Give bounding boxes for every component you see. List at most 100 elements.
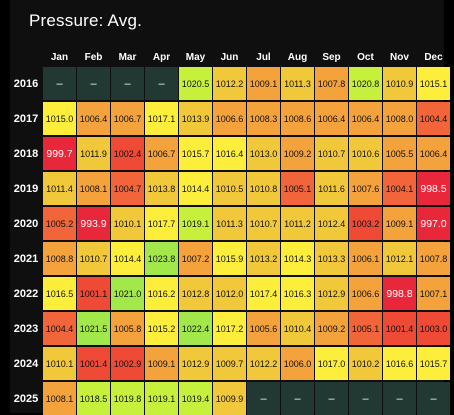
heatmap-cell[interactable]: 1008.0 — [383, 102, 416, 135]
heatmap-cell[interactable]: 1020.5 — [179, 67, 212, 100]
heatmap-cell[interactable]: 997.0 — [417, 207, 450, 240]
heatmap-cell[interactable]: – — [43, 67, 76, 100]
heatmap-cell[interactable]: 1004.7 — [111, 172, 144, 205]
heatmap-cell[interactable]: 1021.0 — [111, 277, 144, 310]
heatmap-cell[interactable]: 1023.8 — [145, 242, 178, 275]
heatmap-cell[interactable]: 1006.4 — [417, 137, 450, 170]
heatmap-cell[interactable]: 1013.0 — [247, 137, 280, 170]
heatmap-cell[interactable]: 1012.8 — [179, 277, 212, 310]
heatmap-cell[interactable]: 1011.6 — [315, 172, 348, 205]
heatmap-cell[interactable]: 1008.1 — [43, 382, 76, 415]
heatmap-cell[interactable]: – — [383, 382, 416, 415]
heatmap-cell[interactable]: 1013.8 — [145, 172, 178, 205]
heatmap-cell[interactable]: 1019.1 — [179, 207, 212, 240]
heatmap-cell[interactable]: 998.8 — [383, 277, 416, 310]
heatmap-cell[interactable]: – — [349, 382, 382, 415]
heatmap-cell[interactable]: 1015.2 — [145, 312, 178, 345]
heatmap-cell[interactable]: 1012.1 — [383, 242, 416, 275]
heatmap-cell[interactable]: 1011.3 — [213, 207, 246, 240]
heatmap-cell[interactable]: 1019.4 — [179, 382, 212, 415]
heatmap-cell[interactable]: 1019.8 — [111, 382, 144, 415]
heatmap-cell[interactable]: 1006.7 — [145, 137, 178, 170]
heatmap-cell[interactable]: 1004.1 — [383, 172, 416, 205]
heatmap-cell[interactable]: 1010.9 — [383, 67, 416, 100]
heatmap-cell[interactable]: 1013.2 — [247, 242, 280, 275]
heatmap-cell[interactable]: 1020.8 — [349, 67, 382, 100]
heatmap-cell[interactable]: 1016.5 — [43, 277, 76, 310]
heatmap-cell[interactable]: 1001.1 — [77, 277, 110, 310]
heatmap-cell[interactable]: 1006.1 — [349, 242, 382, 275]
heatmap-cell[interactable]: 1012.9 — [315, 277, 348, 310]
heatmap-cell[interactable]: 1011.4 — [43, 172, 76, 205]
heatmap-cell[interactable]: – — [77, 67, 110, 100]
heatmap-cell[interactable]: 1015.9 — [213, 242, 246, 275]
heatmap-cell[interactable]: 1014.4 — [179, 172, 212, 205]
heatmap-cell[interactable]: 1019.1 — [145, 382, 178, 415]
heatmap-cell[interactable]: 1009.1 — [145, 347, 178, 380]
heatmap-cell[interactable]: 1015.1 — [417, 67, 450, 100]
heatmap-cell[interactable]: 1008.1 — [77, 172, 110, 205]
heatmap-cell[interactable]: 1009.9 — [213, 382, 246, 415]
heatmap-cell[interactable]: 1011.9 — [77, 137, 110, 170]
heatmap-cell[interactable]: 1016.4 — [213, 137, 246, 170]
heatmap-cell[interactable]: – — [281, 382, 314, 415]
heatmap-cell[interactable]: 1015.7 — [179, 137, 212, 170]
heatmap-cell[interactable]: 1014.3 — [281, 242, 314, 275]
heatmap-cell[interactable]: 1010.5 — [213, 172, 246, 205]
heatmap-cell[interactable]: 1010.1 — [111, 207, 144, 240]
heatmap-cell[interactable]: 1013.3 — [315, 242, 348, 275]
heatmap-cell[interactable]: 1007.8 — [417, 242, 450, 275]
heatmap-cell[interactable]: 1005.8 — [111, 312, 144, 345]
heatmap-cell[interactable]: 1012.2 — [213, 67, 246, 100]
heatmap-cell[interactable]: 1010.6 — [349, 137, 382, 170]
heatmap-cell[interactable]: 1006.4 — [349, 102, 382, 135]
heatmap-cell[interactable]: – — [315, 382, 348, 415]
heatmap-cell[interactable]: 1022.4 — [179, 312, 212, 345]
heatmap-cell[interactable]: 1009.1 — [383, 207, 416, 240]
heatmap-cell[interactable]: 1005.1 — [349, 312, 382, 345]
heatmap-cell[interactable]: 1017.4 — [247, 277, 280, 310]
heatmap-cell[interactable]: 1004.4 — [43, 312, 76, 345]
heatmap-cell[interactable]: 1002.9 — [111, 347, 144, 380]
heatmap-cell[interactable]: 1012.0 — [213, 277, 246, 310]
heatmap-cell[interactable]: 1018.5 — [77, 382, 110, 415]
heatmap-cell[interactable]: 1021.5 — [77, 312, 110, 345]
heatmap-cell[interactable]: – — [111, 67, 144, 100]
heatmap-cell[interactable]: 1011.3 — [281, 67, 314, 100]
heatmap-cell[interactable]: 1006.4 — [77, 102, 110, 135]
heatmap-cell[interactable]: 1006.0 — [281, 347, 314, 380]
heatmap-cell[interactable]: 1005.2 — [43, 207, 76, 240]
heatmap-cell[interactable]: 1008.6 — [281, 102, 314, 135]
heatmap-cell[interactable]: 1010.7 — [77, 242, 110, 275]
heatmap-cell[interactable]: 1010.8 — [247, 172, 280, 205]
heatmap-cell[interactable]: 1012.9 — [179, 347, 212, 380]
heatmap-cell[interactable]: 1017.2 — [213, 312, 246, 345]
heatmap-cell[interactable]: 1005.5 — [383, 137, 416, 170]
heatmap-cell[interactable]: 1015.0 — [43, 102, 76, 135]
heatmap-cell[interactable]: 1009.7 — [213, 347, 246, 380]
heatmap-cell[interactable]: 1014.4 — [111, 242, 144, 275]
heatmap-cell[interactable]: 1009.2 — [315, 312, 348, 345]
heatmap-cell[interactable]: 1005.6 — [247, 312, 280, 345]
heatmap-cell[interactable]: 1006.4 — [315, 102, 348, 135]
heatmap-cell[interactable]: 1010.2 — [349, 347, 382, 380]
heatmap-cell[interactable]: 1012.2 — [247, 347, 280, 380]
heatmap-cell[interactable]: 1007.8 — [315, 67, 348, 100]
heatmap-cell[interactable]: 1012.4 — [315, 207, 348, 240]
heatmap-cell[interactable]: 1016.3 — [281, 277, 314, 310]
heatmap-cell[interactable]: 1010.1 — [43, 347, 76, 380]
heatmap-cell[interactable]: 1010.4 — [281, 312, 314, 345]
heatmap-cell[interactable]: 1010.7 — [247, 207, 280, 240]
heatmap-cell[interactable]: 1015.7 — [417, 347, 450, 380]
heatmap-cell[interactable]: 1008.8 — [43, 242, 76, 275]
heatmap-cell[interactable]: 1013.9 — [179, 102, 212, 135]
heatmap-cell[interactable]: 1003.2 — [349, 207, 382, 240]
heatmap-cell[interactable]: 993.9 — [77, 207, 110, 240]
heatmap-cell[interactable]: 1005.1 — [281, 172, 314, 205]
heatmap-cell[interactable]: 1006.6 — [213, 102, 246, 135]
heatmap-cell[interactable]: 1003.0 — [417, 312, 450, 345]
heatmap-cell[interactable]: 998.5 — [417, 172, 450, 205]
heatmap-cell[interactable]: – — [145, 67, 178, 100]
heatmap-cell[interactable]: – — [417, 382, 450, 415]
heatmap-cell[interactable]: 1001.4 — [383, 312, 416, 345]
